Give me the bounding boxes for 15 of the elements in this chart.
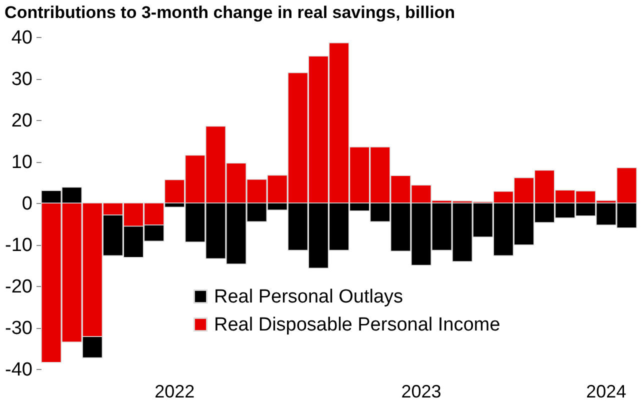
y-tick-label: 10 bbox=[11, 152, 32, 173]
y-tick-label: 30 bbox=[11, 69, 32, 90]
x-tick-label: 2022 bbox=[154, 382, 195, 402]
y-tick-label: -40 bbox=[5, 360, 32, 380]
y-tick-label: -10 bbox=[5, 235, 32, 256]
legend-label: Real Disposable Personal Income bbox=[214, 314, 500, 336]
x-tick-label: 2023 bbox=[401, 382, 442, 402]
y-tick-label: -20 bbox=[5, 276, 32, 298]
y-tick-label: -30 bbox=[5, 318, 32, 339]
y-tick-label: 0 bbox=[22, 194, 32, 214]
chart-title: Contributions to 3-month change in real savings, billion bbox=[4, 3, 456, 22]
y-tick-label: 20 bbox=[11, 110, 32, 132]
legend-label: Real Personal Outlays bbox=[214, 286, 404, 308]
x-tick-label: 2024 bbox=[586, 382, 626, 402]
y-tick-label: 40 bbox=[11, 28, 32, 48]
